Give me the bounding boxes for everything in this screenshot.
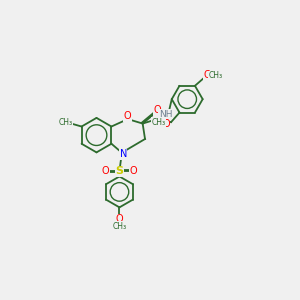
Text: O: O (154, 105, 161, 115)
Text: NH: NH (159, 110, 172, 118)
Text: O: O (116, 214, 123, 224)
Text: N: N (120, 149, 127, 159)
Text: S: S (116, 166, 124, 176)
Text: O: O (204, 70, 211, 80)
Text: CH₃: CH₃ (59, 118, 73, 127)
Text: O: O (102, 166, 109, 176)
Text: CH₃: CH₃ (152, 118, 166, 127)
Text: O: O (124, 111, 132, 121)
Text: CH₃: CH₃ (112, 222, 127, 231)
Text: CH₃: CH₃ (208, 71, 223, 80)
Text: O: O (130, 166, 137, 176)
Text: O: O (162, 119, 169, 129)
